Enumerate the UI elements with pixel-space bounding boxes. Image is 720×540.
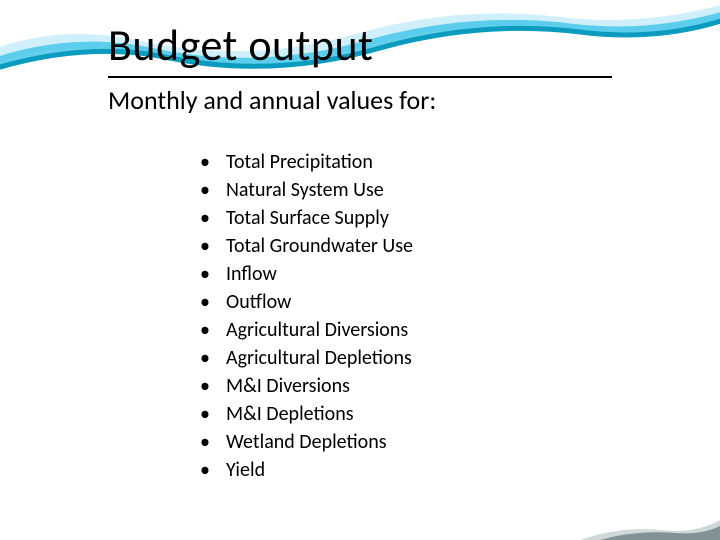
list-item: Outflow: [200, 288, 413, 316]
list-item: M&I Diversions: [200, 372, 413, 400]
list-item: Natural System Use: [200, 176, 413, 204]
list-item: M&I Depletions: [200, 400, 413, 428]
title-underline: [108, 76, 612, 78]
list-item: Total Groundwater Use: [200, 232, 413, 260]
slide-title: Budget output: [108, 18, 373, 72]
list-item: Wetland Depletions: [200, 428, 413, 456]
list-item: Agricultural Depletions: [200, 344, 413, 372]
bullet-list: Total Precipitation Natural System Use T…: [200, 148, 413, 484]
slide-subtitle: Monthly and annual values for:: [108, 84, 436, 116]
list-item: Yield: [200, 456, 413, 484]
list-item: Agricultural Diversions: [200, 316, 413, 344]
list-item: Total Surface Supply: [200, 204, 413, 232]
corner-decoration: [580, 480, 720, 540]
list-item: Inflow: [200, 260, 413, 288]
list-item: Total Precipitation: [200, 148, 413, 176]
